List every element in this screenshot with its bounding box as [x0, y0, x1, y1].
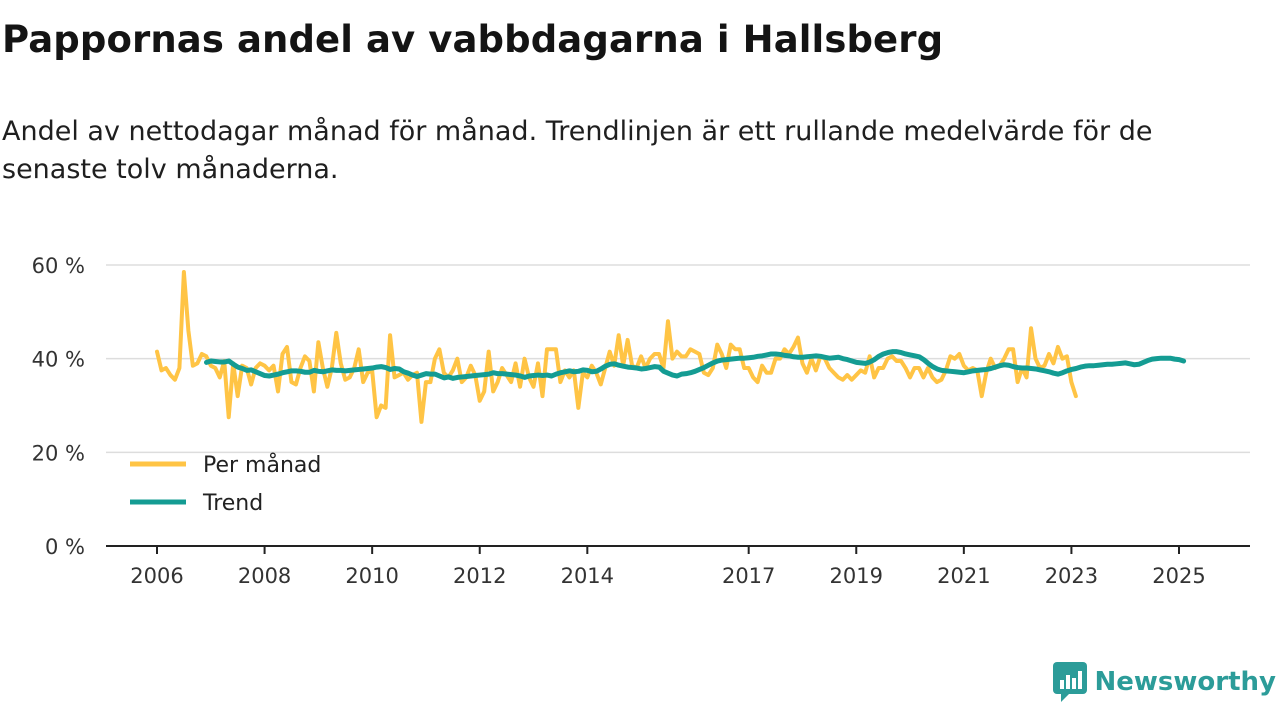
series-lines	[155, 270, 1187, 424]
series-line-trend	[203, 349, 1187, 381]
brand-name: Newsworthy	[1094, 667, 1276, 697]
chart-subtitle: Andel av nettodagar månad för månad. Tre…	[2, 116, 1153, 185]
x-tick-label: 2025	[1152, 564, 1205, 588]
y-tick-label: 0 %	[45, 535, 85, 559]
legend-label-trend: Trend	[202, 491, 263, 516]
y-tick-label: 60 %	[32, 254, 85, 278]
gridlines	[106, 264, 1250, 454]
x-tick-label: 2017	[722, 564, 775, 588]
x-tick-label: 2008	[238, 564, 291, 588]
x-tick-label: 2014	[561, 564, 614, 588]
y-axis-labels: 0 % 20 % 40 % 60 %	[32, 254, 85, 559]
x-tick-label: 2010	[345, 564, 398, 588]
newsworthy-logo-icon	[1052, 662, 1087, 702]
series-line-per-manad	[155, 270, 1078, 424]
x-axis: 2006 2008 2010 2012 2014 2017 2019 2021 2023 2025	[106, 545, 1250, 588]
chart-title: Pappornas andel av vabbdagarna i Hallsbe…	[2, 18, 944, 61]
legend: Per månad Trend	[130, 452, 321, 516]
x-tick-label: 2019	[830, 564, 883, 588]
y-tick-label: 20 %	[32, 441, 85, 465]
legend-label-per-manad: Per månad	[203, 452, 321, 478]
x-tick-label: 2021	[937, 564, 990, 588]
x-tick-label: 2006	[130, 564, 183, 588]
y-tick-label: 40 %	[32, 348, 85, 372]
x-tick-label: 2023	[1045, 564, 1098, 588]
x-tick-label: 2012	[453, 564, 506, 588]
brand-logo: Newsworthy	[1052, 662, 1276, 702]
